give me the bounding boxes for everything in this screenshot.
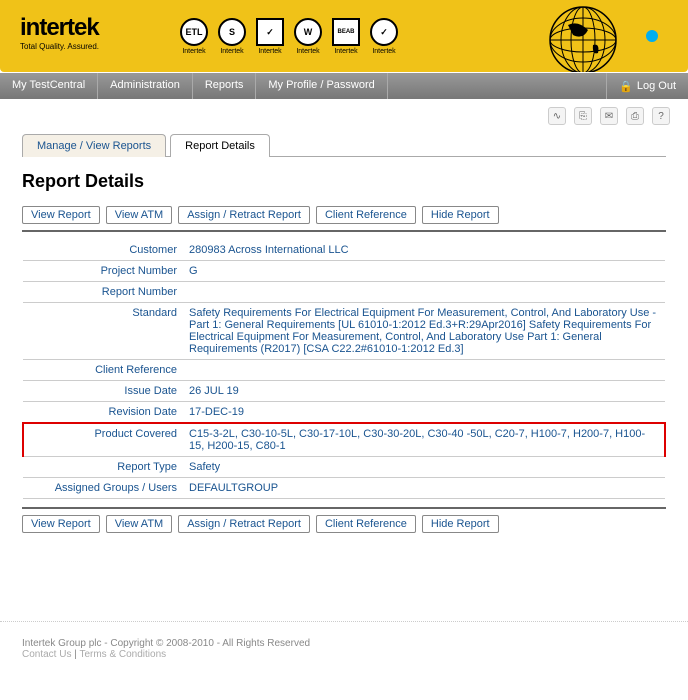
nav-administration[interactable]: Administration [98,73,193,99]
value-report-type: Safety [183,457,665,478]
nav-reports[interactable]: Reports [193,73,257,99]
toolbar: ∿ ⎘ ✉ ⎙ ? [0,99,688,133]
hide-report-button-bottom[interactable]: Hide Report [422,515,499,533]
row-project-number: Project NumberG [23,261,665,282]
logout-button[interactable]: 🔒 Log Out [606,73,688,99]
s-badge-icon: S [218,18,246,46]
label-revision-date: Revision Date [23,402,183,424]
lock-icon: 🔒 [619,80,633,93]
footer-copyright: Intertek Group plc - Copyright © 2008-20… [22,638,666,649]
globe-icon [548,5,618,72]
assign-retract-button[interactable]: Assign / Retract Report [178,206,310,224]
row-report-type: Report TypeSafety [23,457,665,478]
mail-icon[interactable]: ✉ [600,107,618,125]
label-issue-date: Issue Date [23,381,183,402]
footer-contact-link[interactable]: Contact Us [22,649,71,660]
value-issue-date: 26 JUL 19 [183,381,665,402]
value-report-number [183,282,665,303]
view-atm-button[interactable]: View ATM [106,206,173,224]
action-buttons-top: View Report View ATM Assign / Retract Re… [22,206,666,232]
rss-icon[interactable]: ∿ [548,107,566,125]
row-product-covered: Product CoveredC15-3-2L, C30-10-5L, C30-… [23,423,665,457]
tab-manage-reports[interactable]: Manage / View Reports [22,134,166,157]
footer-terms-link[interactable]: Terms & Conditions [79,649,166,660]
label-project-number: Project Number [23,261,183,282]
cert-badges: ETLIntertek SIntertek ✓Intertek WInterte… [180,18,398,55]
row-customer: Customer280983 Across International LLC [23,240,665,261]
check-badge-icon: ✓ [256,18,284,46]
value-product-covered: C15-3-2L, C30-10-5L, C30-17-10L, C30-30-… [183,423,665,457]
label-customer: Customer [23,240,183,261]
tab-report-details[interactable]: Report Details [170,134,270,157]
client-reference-button-bottom[interactable]: Client Reference [316,515,416,533]
logout-label: Log Out [637,80,676,92]
assign-retract-button-bottom[interactable]: Assign / Retract Report [178,515,310,533]
value-standard: Safety Requirements For Electrical Equip… [183,303,665,360]
value-customer: 280983 Across International LLC [183,240,665,261]
nav-testcentral[interactable]: My TestCentral [0,73,98,99]
brand-name: intertek [20,14,99,42]
notification-dot-icon [646,30,658,42]
row-standard: StandardSafety Requirements For Electric… [23,303,665,360]
check2-badge-icon: ✓ [370,18,398,46]
content-area: Manage / View Reports Report Details Rep… [0,133,688,561]
share-icon[interactable]: ⎘ [574,107,592,125]
row-report-number: Report Number [23,282,665,303]
tabs: Manage / View Reports Report Details [22,133,666,157]
value-assigned-groups: DEFAULTGROUP [183,478,665,499]
client-reference-button[interactable]: Client Reference [316,206,416,224]
help-icon[interactable]: ? [652,107,670,125]
nav-profile[interactable]: My Profile / Password [256,73,387,99]
row-assigned-groups: Assigned Groups / UsersDEFAULTGROUP [23,478,665,499]
row-client-reference: Client Reference [23,360,665,381]
view-report-button[interactable]: View Report [22,206,100,224]
w-badge-icon: W [294,18,322,46]
etl-badge-icon: ETL [180,18,208,46]
label-assigned-groups: Assigned Groups / Users [23,478,183,499]
brand-logo: intertek Total Quality. Assured. [20,14,99,51]
value-client-reference [183,360,665,381]
page-title: Report Details [22,171,666,192]
view-atm-button-bottom[interactable]: View ATM [106,515,173,533]
beab-badge-icon: BEAB [332,18,360,46]
row-revision-date: Revision Date17-DEC-19 [23,402,665,424]
hide-report-button[interactable]: Hide Report [422,206,499,224]
header-banner: intertek Total Quality. Assured. ETLInte… [0,0,688,72]
label-product-covered: Product Covered [23,423,183,457]
row-issue-date: Issue Date26 JUL 19 [23,381,665,402]
value-project-number: G [183,261,665,282]
label-report-number: Report Number [23,282,183,303]
report-details-table: Customer280983 Across International LLC … [22,240,666,499]
nav-spacer [388,73,606,99]
print-icon[interactable]: ⎙ [626,107,644,125]
view-report-button-bottom[interactable]: View Report [22,515,100,533]
main-nav: My TestCentral Administration Reports My… [0,73,688,99]
brand-tagline: Total Quality. Assured. [20,42,99,51]
label-standard: Standard [23,303,183,360]
action-buttons-bottom: View Report View ATM Assign / Retract Re… [22,507,666,533]
label-client-reference: Client Reference [23,360,183,381]
value-revision-date: 17-DEC-19 [183,402,665,424]
label-report-type: Report Type [23,457,183,478]
footer: Intertek Group plc - Copyright © 2008-20… [0,621,688,676]
